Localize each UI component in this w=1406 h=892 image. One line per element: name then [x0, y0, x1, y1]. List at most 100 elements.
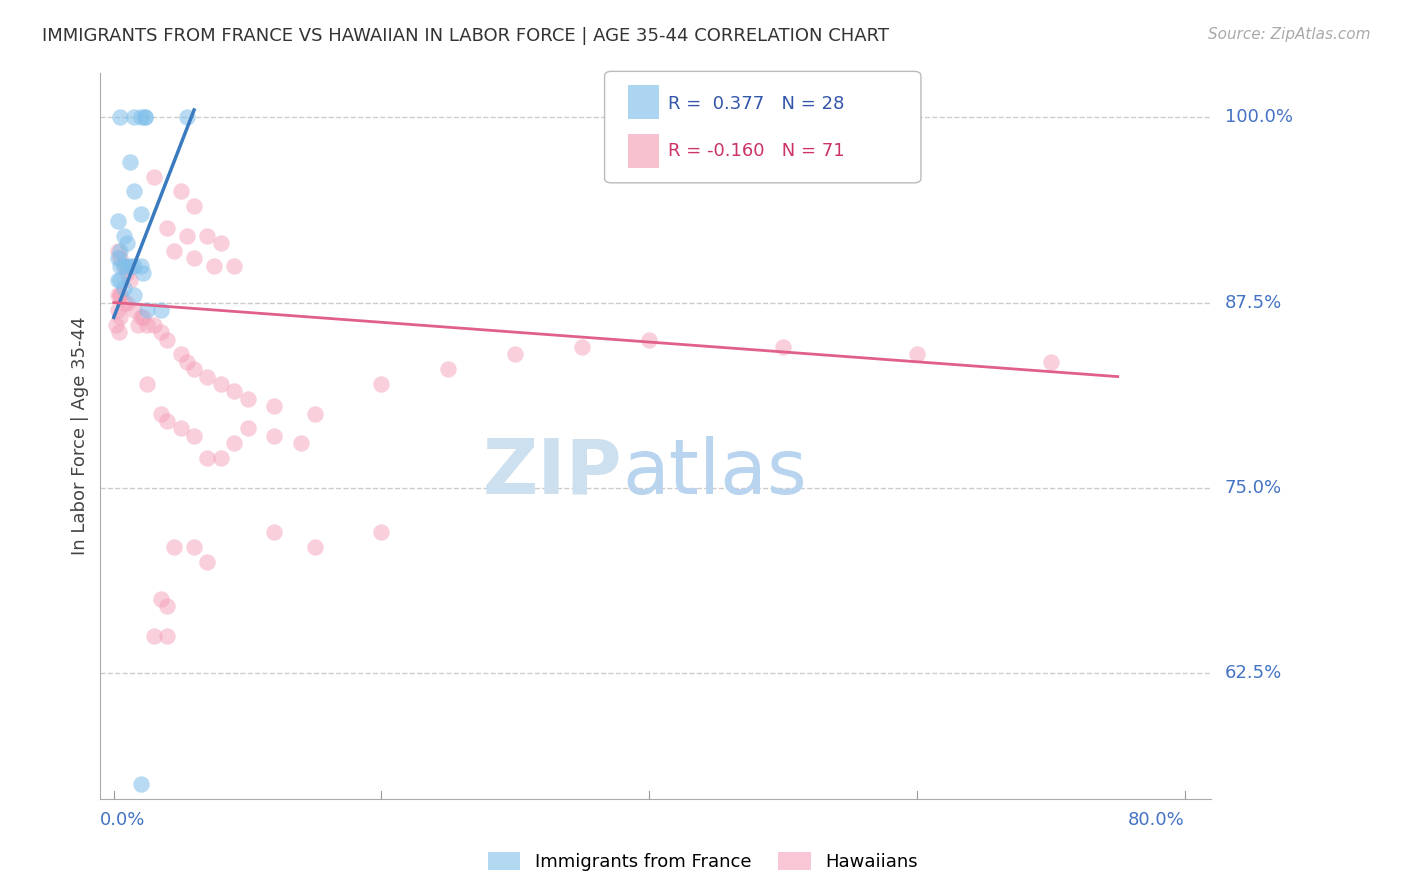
- Point: [209, 236, 232, 251]
- Point: [209, 377, 232, 392]
- Point: [176, 355, 198, 369]
- Point: [136, 377, 159, 392]
- Y-axis label: In Labor Force | Age 35-44: In Labor Force | Age 35-44: [72, 317, 89, 555]
- Point: [129, 259, 152, 273]
- Point: [571, 340, 593, 354]
- Point: [118, 273, 141, 287]
- Point: [134, 111, 156, 125]
- Point: [183, 362, 205, 376]
- Point: [183, 540, 205, 554]
- Point: [638, 333, 661, 347]
- Point: [170, 347, 193, 361]
- Text: R = -0.160   N = 71: R = -0.160 N = 71: [668, 142, 845, 160]
- Point: [115, 259, 138, 273]
- Point: [134, 111, 156, 125]
- Point: [1039, 355, 1062, 369]
- Point: [197, 555, 219, 569]
- Point: [170, 421, 193, 435]
- Point: [183, 251, 205, 265]
- Point: [202, 259, 225, 273]
- Point: [107, 251, 129, 265]
- Point: [142, 169, 165, 184]
- Point: [115, 236, 138, 251]
- Point: [176, 111, 198, 125]
- Point: [370, 525, 392, 540]
- Point: [370, 377, 392, 392]
- Text: 0.0%: 0.0%: [100, 811, 146, 829]
- Point: [129, 777, 152, 791]
- Point: [197, 369, 219, 384]
- Point: [114, 259, 136, 273]
- Point: [197, 451, 219, 466]
- Point: [107, 302, 129, 317]
- Point: [110, 244, 132, 258]
- Point: [129, 310, 152, 325]
- Point: [263, 525, 285, 540]
- Point: [176, 228, 198, 243]
- Point: [156, 599, 179, 614]
- Point: [120, 259, 142, 273]
- Point: [110, 259, 132, 273]
- Point: [156, 333, 179, 347]
- Point: [122, 259, 145, 273]
- Point: [110, 273, 132, 287]
- Point: [263, 399, 285, 413]
- Point: [505, 347, 527, 361]
- Point: [183, 199, 205, 213]
- Point: [108, 325, 131, 339]
- Legend: Immigrants from France, Hawaiians: Immigrants from France, Hawaiians: [481, 845, 925, 879]
- Text: 75.0%: 75.0%: [1225, 479, 1282, 497]
- Point: [163, 244, 186, 258]
- Point: [118, 154, 141, 169]
- Text: 80.0%: 80.0%: [1128, 811, 1185, 829]
- Point: [224, 384, 246, 399]
- Point: [437, 362, 460, 376]
- Point: [142, 318, 165, 332]
- Point: [129, 111, 152, 125]
- Point: [263, 429, 285, 443]
- Point: [183, 429, 205, 443]
- Point: [114, 281, 136, 295]
- Point: [122, 185, 145, 199]
- Point: [122, 111, 145, 125]
- Point: [107, 214, 129, 228]
- Point: [110, 111, 132, 125]
- Point: [149, 591, 172, 606]
- Text: IMMIGRANTS FROM FRANCE VS HAWAIIAN IN LABOR FORCE | AGE 35-44 CORRELATION CHART: IMMIGRANTS FROM FRANCE VS HAWAIIAN IN LA…: [42, 27, 889, 45]
- Point: [132, 310, 155, 325]
- Point: [115, 295, 138, 310]
- Point: [156, 221, 179, 235]
- Point: [115, 266, 138, 280]
- Point: [197, 228, 219, 243]
- Point: [110, 288, 132, 302]
- Point: [127, 318, 149, 332]
- Point: [142, 629, 165, 643]
- Point: [156, 414, 179, 428]
- Point: [110, 310, 132, 325]
- Point: [132, 266, 155, 280]
- Point: [905, 347, 928, 361]
- Point: [236, 421, 259, 435]
- Point: [224, 259, 246, 273]
- Point: [156, 629, 179, 643]
- Text: R =  0.377   N = 28: R = 0.377 N = 28: [668, 95, 844, 112]
- Point: [105, 318, 128, 332]
- Point: [304, 540, 326, 554]
- Point: [149, 407, 172, 421]
- Point: [163, 540, 186, 554]
- Text: atlas: atlas: [623, 436, 807, 510]
- Point: [110, 251, 132, 265]
- Point: [170, 185, 193, 199]
- Text: 62.5%: 62.5%: [1225, 664, 1282, 681]
- Point: [122, 302, 145, 317]
- Text: 87.5%: 87.5%: [1225, 293, 1282, 311]
- Point: [122, 288, 145, 302]
- Point: [107, 273, 129, 287]
- Point: [114, 228, 136, 243]
- Point: [236, 392, 259, 406]
- Point: [772, 340, 794, 354]
- Point: [209, 451, 232, 466]
- Text: ZIP: ZIP: [482, 436, 623, 510]
- Point: [136, 302, 159, 317]
- Point: [110, 288, 132, 302]
